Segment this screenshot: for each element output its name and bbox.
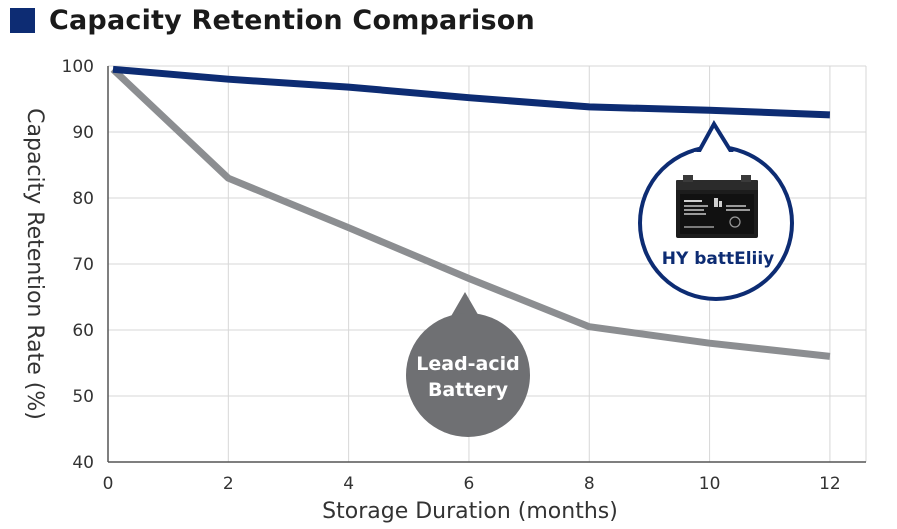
lead-callout-line2: Battery [428,379,509,401]
x-tick-label: 8 [584,474,595,494]
lead-acid-callout: Lead-acid Battery [406,292,530,437]
x-tick-label: 2 [223,474,234,494]
y-tick-label: 100 [62,57,94,77]
battery-icon [676,175,758,238]
x-axis-label: Storage Duration (months) [322,499,618,524]
page-title: Capacity Retention Comparison [49,4,535,36]
lead-callout-circle [406,313,530,437]
y-tick-label: 90 [72,123,94,143]
title-marker [10,7,35,33]
y-tick-label: 70 [72,255,94,275]
y-tick-label: 40 [72,453,94,473]
y-tick-labels: 40 50 60 70 80 90 100 [62,57,94,473]
x-tick-label: 12 [819,474,841,494]
title-block: Capacity Retention Comparison [8,2,535,38]
x-tick-label: 4 [343,474,354,494]
x-tick-label: 10 [699,474,721,494]
y-axis-label: Capacity Retention Rate (%) [22,108,47,420]
x-tick-labels: 0 2 4 6 8 10 12 [103,474,841,494]
hy-callout-pointer [696,120,734,155]
lead-callout-line1: Lead-acid [416,353,520,375]
x-tick-label: 6 [464,474,475,494]
lead-callout-pointer [450,292,480,318]
y-tick-label: 50 [72,387,94,407]
hy-callout-label: HY battEliiy [662,249,775,269]
axes [107,66,866,463]
x-tick-label: 0 [103,474,114,494]
y-tick-label: 60 [72,321,94,341]
series-line-hy [112,65,831,119]
series-lines [110,65,831,360]
hy-battery-callout: HY battEliiy [638,120,794,301]
y-tick-label: 80 [72,189,94,209]
